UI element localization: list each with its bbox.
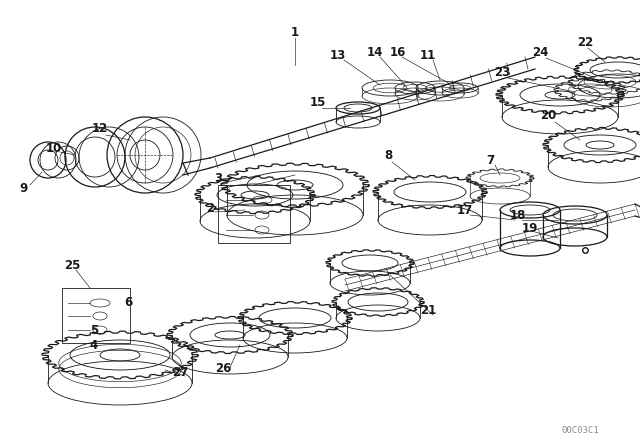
- Text: 15: 15: [310, 95, 326, 108]
- Text: 19: 19: [522, 221, 538, 234]
- Text: 2: 2: [206, 202, 214, 215]
- Text: 3: 3: [214, 172, 222, 185]
- Text: 26: 26: [215, 362, 231, 375]
- Bar: [62, 288, 130, 343]
- Text: 18: 18: [510, 208, 526, 221]
- Text: 4: 4: [90, 339, 98, 352]
- Text: 1: 1: [291, 26, 299, 39]
- Bar: [218, 185, 290, 243]
- Text: 23: 23: [494, 65, 510, 78]
- Text: 21: 21: [420, 303, 436, 316]
- Text: 5: 5: [90, 323, 98, 336]
- Text: 12: 12: [92, 121, 108, 134]
- Text: 10: 10: [46, 142, 62, 155]
- Text: 20: 20: [540, 108, 556, 121]
- Text: 7: 7: [486, 154, 494, 167]
- Text: 6: 6: [124, 296, 132, 309]
- Text: 16: 16: [390, 46, 406, 59]
- Text: 00C03C1: 00C03C1: [561, 426, 599, 435]
- Text: 27: 27: [172, 366, 188, 379]
- Text: 8: 8: [384, 148, 392, 161]
- Text: 25: 25: [64, 258, 80, 271]
- Text: 14: 14: [367, 46, 383, 59]
- Text: 9: 9: [20, 181, 28, 194]
- Text: 22: 22: [577, 35, 593, 48]
- Text: 17: 17: [457, 203, 473, 216]
- Text: 24: 24: [532, 46, 548, 59]
- Text: 13: 13: [330, 48, 346, 61]
- Text: 11: 11: [420, 48, 436, 61]
